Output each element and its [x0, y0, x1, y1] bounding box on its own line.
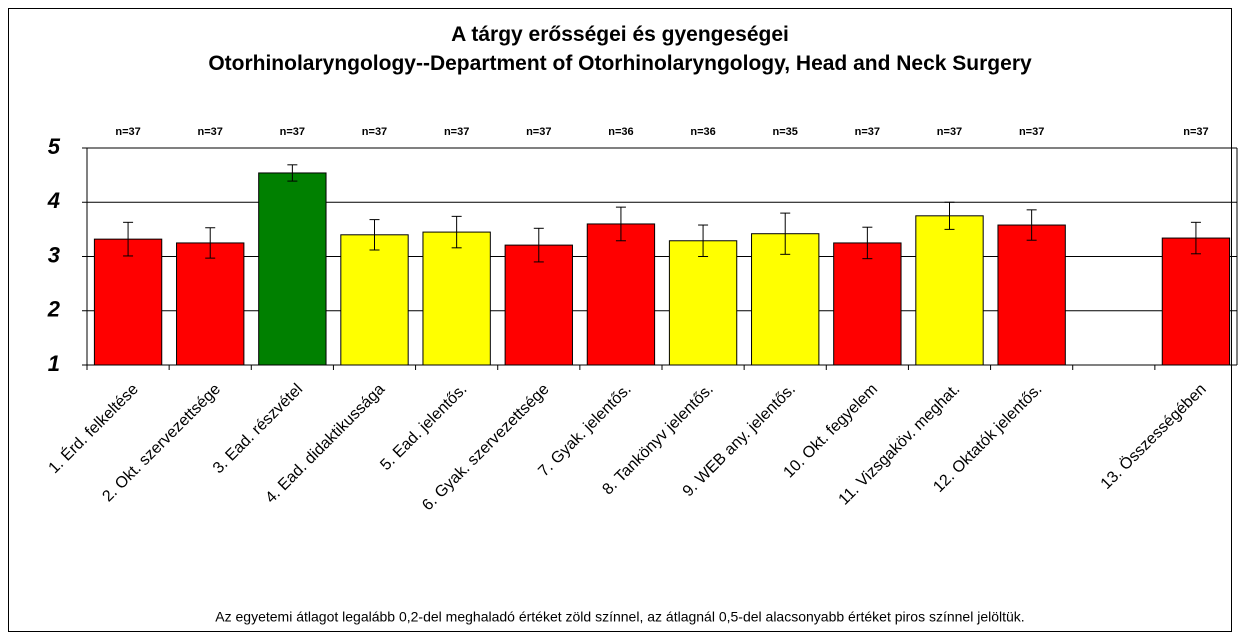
x-tick-label: 5. Ead. jelentős.	[377, 381, 470, 474]
chart-title: A tárgy erősségei és gyengeségei	[451, 23, 789, 46]
y-tick-label: 5	[48, 134, 61, 159]
n-label: n=37	[198, 126, 223, 138]
bar	[340, 234, 409, 366]
bar	[586, 223, 656, 366]
titles: A tárgy erősségei és gyengeségei Otorhin…	[170, 20, 1070, 78]
chart-subtitle: Otorhinolaryngology--Department of Otorh…	[208, 52, 1032, 75]
bar	[258, 172, 327, 366]
x-tick-label: 13. Összességében	[1097, 380, 1210, 493]
n-label: n=36	[690, 126, 715, 138]
bar	[93, 238, 163, 366]
bar	[915, 215, 984, 366]
n-label: n=37	[526, 126, 551, 138]
bar	[668, 240, 738, 366]
y-tick-label: 3	[48, 242, 60, 267]
bar	[422, 231, 491, 366]
n-label: n=37	[1183, 126, 1208, 138]
n-label: n=37	[1019, 126, 1044, 138]
x-tick-label: 3. Ead. részvétel	[210, 381, 306, 477]
n-label: n=37	[444, 126, 469, 138]
n-label: n=37	[937, 126, 962, 138]
n-label: n=37	[280, 126, 305, 138]
bar	[1161, 237, 1231, 366]
y-tick-label: 1	[48, 351, 60, 376]
n-label: n=37	[115, 126, 140, 138]
bar	[504, 244, 573, 366]
n-label: n=36	[608, 126, 633, 138]
bar	[751, 233, 820, 366]
n-label: n=35	[773, 126, 798, 138]
bar	[997, 224, 1066, 366]
y-tick-label: 4	[47, 188, 60, 213]
bar	[176, 242, 245, 366]
note: Az egyetemi átlagot legalább 0,2-del meg…	[215, 609, 1024, 625]
n-label: n=37	[362, 126, 387, 138]
frame	[8, 8, 1232, 632]
y-tick-label: 2	[47, 297, 61, 322]
bar	[833, 242, 902, 366]
n-label: n=37	[855, 126, 880, 138]
x-tick-label: 1. Érd. felkeltése	[44, 379, 142, 477]
